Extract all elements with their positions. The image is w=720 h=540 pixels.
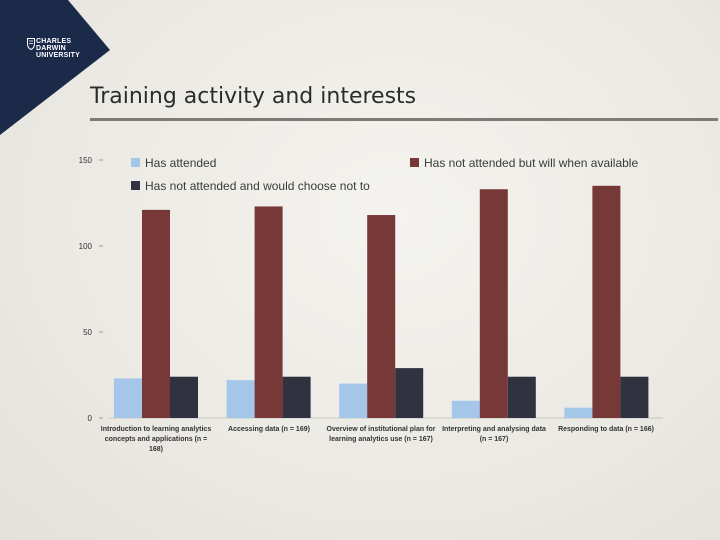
bar-has-attended-1 [114,378,142,418]
logo-line-1: CHARLES [36,38,72,45]
category-label: Overview of institutional plan for learn… [326,426,436,443]
university-crest-icon [27,38,35,50]
bar-has-attended-2 [226,380,255,418]
bar-has-attended-4 [451,400,480,418]
bar-has-not-attended-but-will-when-available-3 [367,215,396,418]
legend-swatch [131,181,140,190]
category-label: Introduction to learning analytics conce… [100,426,212,453]
legend-item-will-attend: Has not attended but will when available [410,156,638,170]
bar-has-attended-5 [564,407,593,418]
bar-has-not-attended-but-will-when-available-5 [592,185,621,418]
slide-title: Training activity and interests [90,84,417,109]
legend-item-has-attended: Has attended [131,156,216,170]
legend-swatch [131,158,140,167]
legend-label: Has attended [145,156,217,170]
legend-swatch [410,158,419,167]
category-label: Accessing data (n = 169) [228,426,310,433]
legend-item-would-not-attend: Has not attended and would choose not to [131,179,370,193]
bar-has-not-attended-and-would-choose-not-to-2 [282,376,311,418]
bar-has-attended-3 [339,383,368,418]
bar-has-not-attended-and-would-choose-not-to-1 [170,376,198,418]
category-label: Responding to data (n = 166) [558,426,654,433]
bar-has-not-attended-and-would-choose-not-to-3 [395,368,424,418]
bar-has-not-attended-but-will-when-available-4 [479,189,508,418]
category-label: Interpreting and analysing data (n = 167… [442,426,546,443]
y-tick-label: 50 [83,328,92,337]
legend-label: Has not attended but will when available [424,156,639,170]
bar-has-not-attended-and-would-choose-not-to-4 [507,376,536,418]
y-tick-label: 0 [88,414,93,423]
logo-banner [0,0,110,135]
title-divider [90,118,718,121]
y-tick-label: 150 [79,156,93,165]
legend-label: Has not attended and would choose not to [145,179,370,193]
logo-line-3: UNIVERSITY [36,52,81,59]
logo-line-2: DARWIN [36,45,66,52]
bar-has-not-attended-and-would-choose-not-to-5 [620,376,649,418]
bar-has-not-attended-but-will-when-available-2 [254,206,283,418]
bar-has-not-attended-but-will-when-available-1 [142,209,170,418]
y-tick-label: 100 [79,242,93,251]
